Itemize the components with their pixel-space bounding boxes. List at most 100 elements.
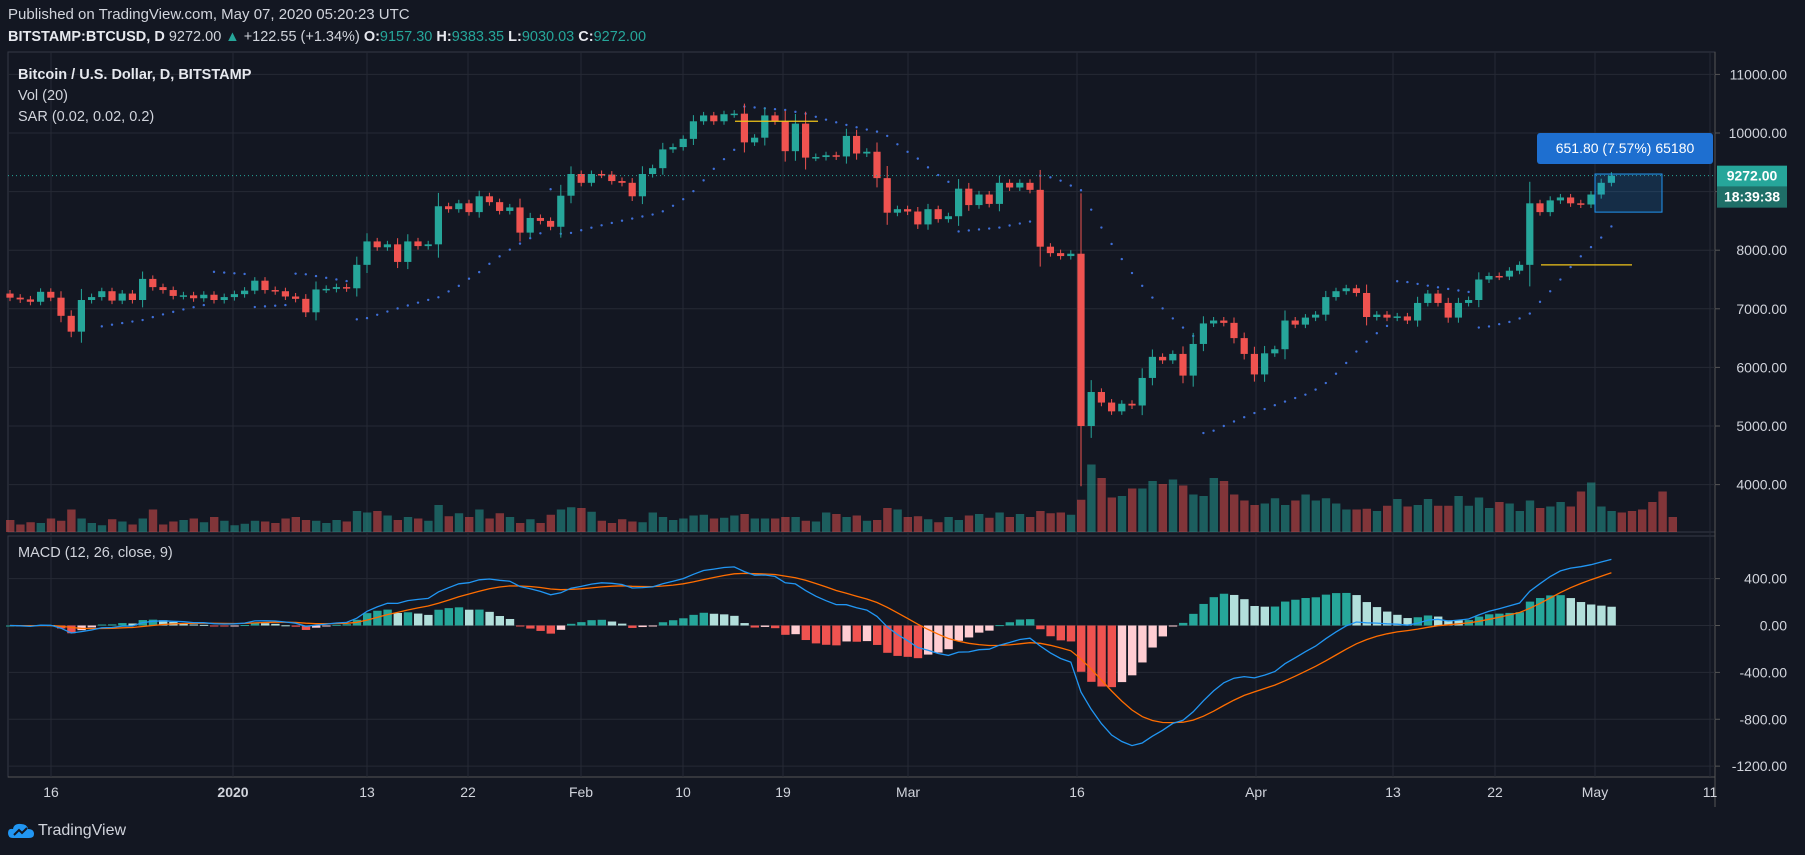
symbol-name[interactable]: BITSTAMP:BTCUSD, D bbox=[8, 29, 165, 45]
sar-dot bbox=[967, 229, 970, 232]
candle-body bbox=[1220, 320, 1228, 323]
candle-body bbox=[200, 294, 208, 299]
sar-dot bbox=[1090, 208, 1093, 211]
sar-dot bbox=[896, 143, 899, 146]
macd-histogram-bar bbox=[801, 625, 810, 641]
macd-histogram-bar bbox=[679, 618, 688, 626]
candle-body bbox=[924, 209, 932, 225]
macd-histogram-bar bbox=[597, 619, 606, 626]
candle-body bbox=[679, 138, 687, 148]
volume-bar bbox=[954, 520, 963, 532]
volume-bar bbox=[781, 517, 790, 532]
sar-dot bbox=[1253, 411, 1256, 415]
measure-label-box bbox=[1537, 133, 1713, 164]
candle-body bbox=[98, 291, 106, 298]
candle-body bbox=[1312, 314, 1320, 318]
macd-tick-label: 0.00 bbox=[1760, 618, 1787, 634]
tradingview-logo[interactable]: TradingView bbox=[8, 822, 126, 840]
macd-histogram-bar bbox=[1505, 612, 1514, 626]
sar-dot bbox=[518, 242, 522, 245]
candle-body bbox=[1352, 288, 1360, 293]
candle-body bbox=[1148, 356, 1156, 378]
macd-line bbox=[9, 558, 1612, 747]
candle-body bbox=[771, 115, 779, 122]
candle-body bbox=[1567, 197, 1575, 204]
macd-histogram-bar bbox=[791, 625, 800, 635]
volume-bar bbox=[1321, 498, 1331, 532]
volume-bar bbox=[577, 508, 586, 532]
volume-bar bbox=[1495, 502, 1504, 532]
macd-legend[interactable]: MACD (12, 26, close, 9) bbox=[18, 545, 173, 561]
macd-tick-label: 400.00 bbox=[1744, 571, 1787, 587]
volume-bar bbox=[1505, 503, 1514, 532]
price-change: +122.55 (+1.34%) bbox=[243, 29, 360, 45]
macd-histogram-bar bbox=[1403, 618, 1412, 626]
x-tick-label: 22 bbox=[1487, 784, 1503, 800]
candle-body bbox=[1403, 316, 1411, 321]
candle-body bbox=[1516, 264, 1524, 271]
candle-body bbox=[281, 291, 289, 297]
candle-body bbox=[1291, 320, 1299, 325]
price-tick-label: 6000.00 bbox=[1736, 359, 1787, 375]
volume-bar bbox=[250, 520, 260, 532]
sar-dot bbox=[1375, 332, 1379, 335]
sar-dot bbox=[1457, 289, 1460, 292]
sar-dot bbox=[865, 128, 868, 131]
macd-histogram-bar bbox=[179, 623, 188, 626]
volume-bar bbox=[1209, 478, 1218, 532]
sar-dot bbox=[1100, 226, 1103, 229]
macd-histogram-bar bbox=[1219, 593, 1229, 626]
volume-bar bbox=[995, 512, 1004, 532]
volume-bar bbox=[1464, 505, 1473, 532]
candle-body bbox=[526, 217, 534, 233]
sar-legend[interactable]: SAR (0.02, 0.02, 0.2) bbox=[18, 109, 155, 125]
candle-body bbox=[271, 290, 279, 292]
volume-legend[interactable]: Vol (20) bbox=[18, 88, 68, 104]
candle-body bbox=[516, 207, 524, 233]
volume-bar bbox=[342, 521, 351, 532]
macd-histogram-bar bbox=[220, 625, 229, 627]
main-series-legend[interactable]: Bitcoin / U.S. Dollar, D, BITSTAMP bbox=[18, 67, 252, 83]
candle-body bbox=[1036, 189, 1044, 247]
change-arrow-icon: ▲ bbox=[225, 29, 240, 45]
volume-bar bbox=[801, 520, 810, 532]
sar-dot bbox=[1049, 176, 1052, 179]
volume-bar bbox=[587, 511, 596, 532]
macd-tick-label: -800.00 bbox=[1740, 711, 1788, 727]
candle-body bbox=[781, 121, 789, 152]
candle-body bbox=[1240, 338, 1248, 354]
sar-dot bbox=[1079, 189, 1083, 192]
volume-bar bbox=[689, 515, 698, 532]
volume-bar bbox=[1444, 505, 1453, 532]
candle-body bbox=[322, 288, 330, 291]
sar-dot bbox=[172, 310, 175, 314]
macd-histogram-bar bbox=[1168, 625, 1178, 627]
candle-body bbox=[1159, 356, 1167, 361]
candle-body bbox=[1475, 279, 1483, 301]
candle-body bbox=[434, 206, 442, 245]
macd-histogram-bar bbox=[1230, 594, 1239, 626]
sar-dot bbox=[1212, 429, 1215, 432]
macd-histogram-bar bbox=[1138, 625, 1147, 663]
macd-histogram-bar bbox=[526, 625, 535, 629]
sar-dot bbox=[886, 134, 889, 138]
volume-bar bbox=[628, 521, 637, 532]
candle-body bbox=[1597, 182, 1605, 195]
macd-histogram-bar bbox=[1454, 620, 1463, 626]
volume-bar bbox=[1403, 506, 1412, 532]
candle-body bbox=[1342, 288, 1350, 292]
sar-dot bbox=[835, 121, 838, 124]
macd-histogram-bar bbox=[781, 625, 790, 635]
macd-histogram-bar bbox=[699, 612, 708, 626]
candle-body bbox=[1128, 403, 1136, 406]
candle-body bbox=[1424, 293, 1432, 303]
macd-histogram-bar bbox=[118, 623, 127, 626]
candle-body bbox=[343, 287, 351, 289]
macd-histogram-bar bbox=[658, 622, 668, 626]
candle-body bbox=[883, 178, 891, 213]
candle-body bbox=[1536, 203, 1544, 213]
volume-bar bbox=[1638, 509, 1647, 532]
candle-body bbox=[1485, 275, 1493, 280]
volume-bar bbox=[505, 517, 515, 532]
